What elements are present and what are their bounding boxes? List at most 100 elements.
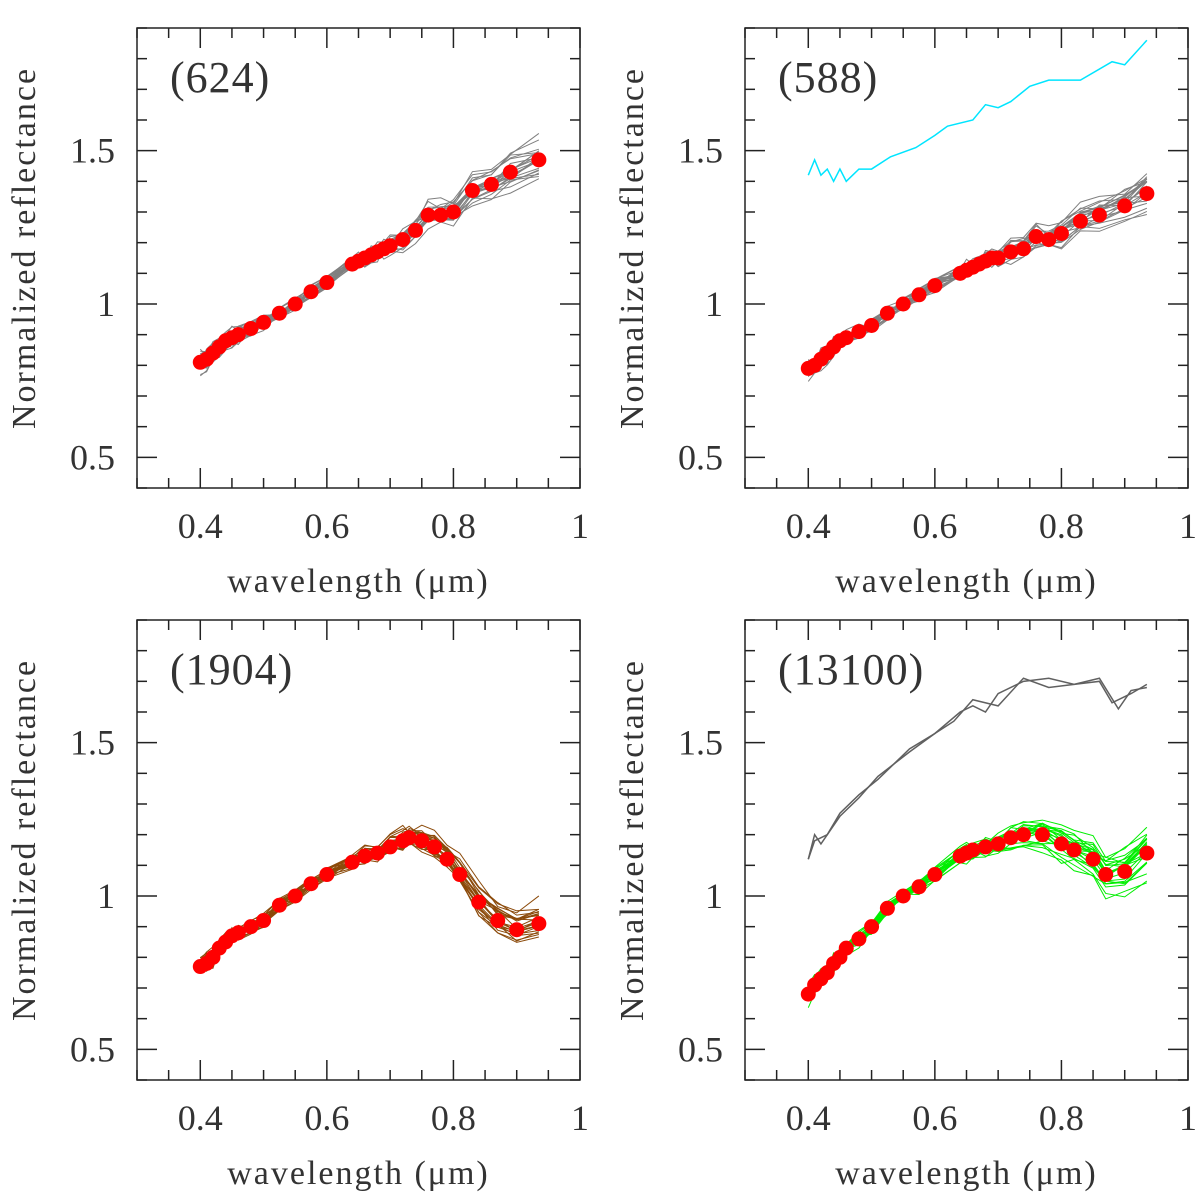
mean-points [192, 830, 547, 975]
mean-point [895, 888, 911, 904]
mean-point [287, 888, 303, 904]
spectrum-line [200, 160, 540, 370]
mean-point [319, 867, 335, 883]
mean-point [1117, 198, 1133, 214]
x-axis-label: wavelength (μm) [227, 563, 490, 600]
mean-point [490, 913, 506, 929]
mean-point [382, 839, 398, 855]
mean-point [838, 940, 854, 956]
mean-point [1028, 229, 1044, 245]
mean-point [531, 916, 547, 932]
spectra-lines [199, 824, 540, 973]
y-axis-label: Normalized reflectance [614, 659, 651, 1021]
mean-point [851, 931, 867, 947]
outlier-spectrum [807, 39, 1148, 183]
mean-point [1072, 213, 1088, 229]
spectrum-line [807, 214, 1147, 382]
spectra-lines [807, 173, 1148, 382]
y-tick-label: 1 [97, 284, 115, 324]
x-tick-label: 0.8 [1039, 506, 1084, 546]
spectrum-line [807, 211, 1148, 378]
x-tick-label: 0.4 [786, 1098, 831, 1138]
mean-point [927, 278, 943, 294]
mean-point [1091, 207, 1107, 223]
mean-point [414, 833, 430, 849]
mean-point [319, 275, 335, 291]
mean-point [243, 321, 259, 337]
x-axis-label: wavelength (μm) [227, 1155, 490, 1192]
x-tick-label: 0.8 [1039, 1098, 1084, 1138]
mean-point [230, 327, 246, 343]
mean-point [471, 894, 487, 910]
ticks [744, 27, 1189, 489]
spectrum-line [199, 176, 539, 368]
panel-2: 0.4 0.6 0.8 1 0.5 1 1.5 wavelength (μm) Normaliz… [614, 27, 1197, 600]
spectrum-line [807, 177, 1148, 370]
mean-point [433, 207, 449, 223]
mean-point [401, 830, 417, 846]
y-tick-label: 1.5 [678, 723, 723, 763]
mean-point [303, 876, 319, 892]
spectrum-line [807, 207, 1148, 370]
mean-point [977, 839, 993, 855]
mean-point [509, 922, 525, 938]
panel-4: 0.4 0.6 0.8 1 0.5 1 1.5 wavelength (μm) Normaliz… [614, 619, 1197, 1192]
mean-point [407, 222, 423, 238]
mean-point [382, 238, 398, 254]
plot-frame [744, 619, 1189, 1081]
mean-points [800, 827, 1155, 1002]
mean-point [990, 250, 1006, 266]
plot-frame [744, 27, 1189, 489]
mean-point [502, 164, 518, 180]
mean-point [243, 919, 259, 935]
mean-point [1015, 241, 1031, 257]
x-tick-label: 0.4 [786, 506, 831, 546]
y-tick-label: 1 [705, 284, 723, 324]
y-tick-label: 0.5 [70, 437, 115, 477]
x-tick-label: 0.4 [178, 506, 223, 546]
y-tick-label: 1.5 [678, 131, 723, 171]
mean-point [230, 925, 246, 941]
mean-point [1098, 867, 1114, 883]
mean-point [439, 851, 455, 867]
mean-point [911, 287, 927, 303]
y-axis-label: Normalized reflectance [614, 67, 651, 429]
mean-point [927, 867, 943, 883]
x-tick-label: 0.4 [178, 1098, 223, 1138]
x-axis-label: wavelength (μm) [835, 1155, 1098, 1192]
mean-point [1041, 232, 1057, 248]
mean-point [879, 900, 895, 916]
panel-label: (13100) [778, 645, 924, 694]
mean-point [303, 284, 319, 300]
mean-point [1085, 851, 1101, 867]
x-tick-label: 1 [571, 1098, 589, 1138]
panel-label: (1904) [170, 645, 293, 694]
spectrum-line [200, 133, 540, 353]
x-tick-label: 0.6 [912, 506, 957, 546]
spectrum-line [200, 172, 540, 369]
plot-frame [136, 619, 581, 1081]
mean-point [990, 836, 1006, 852]
y-axis-label: Normalized reflectance [6, 67, 43, 429]
mean-point [864, 317, 880, 333]
spectrum-line [199, 169, 540, 377]
y-tick-label: 1.5 [70, 131, 115, 171]
panel-label: (624) [170, 53, 270, 102]
x-tick-label: 1 [1179, 506, 1197, 546]
mean-point [911, 879, 927, 895]
x-tick-label: 1 [571, 506, 589, 546]
x-tick-label: 1 [1179, 1098, 1197, 1138]
mean-point [256, 314, 272, 330]
mean-point [1034, 827, 1050, 843]
mean-point [1139, 845, 1155, 861]
mean-point [1015, 827, 1031, 843]
x-tick-label: 0.6 [304, 1098, 349, 1138]
y-axis-label: Normalized reflectance [6, 659, 43, 1021]
mean-point [256, 913, 272, 929]
mean-point [851, 324, 867, 340]
x-tick-label: 0.8 [431, 506, 476, 546]
y-tick-label: 0.5 [678, 1029, 723, 1069]
x-tick-label: 0.8 [431, 1098, 476, 1138]
plot-frame [136, 27, 581, 489]
